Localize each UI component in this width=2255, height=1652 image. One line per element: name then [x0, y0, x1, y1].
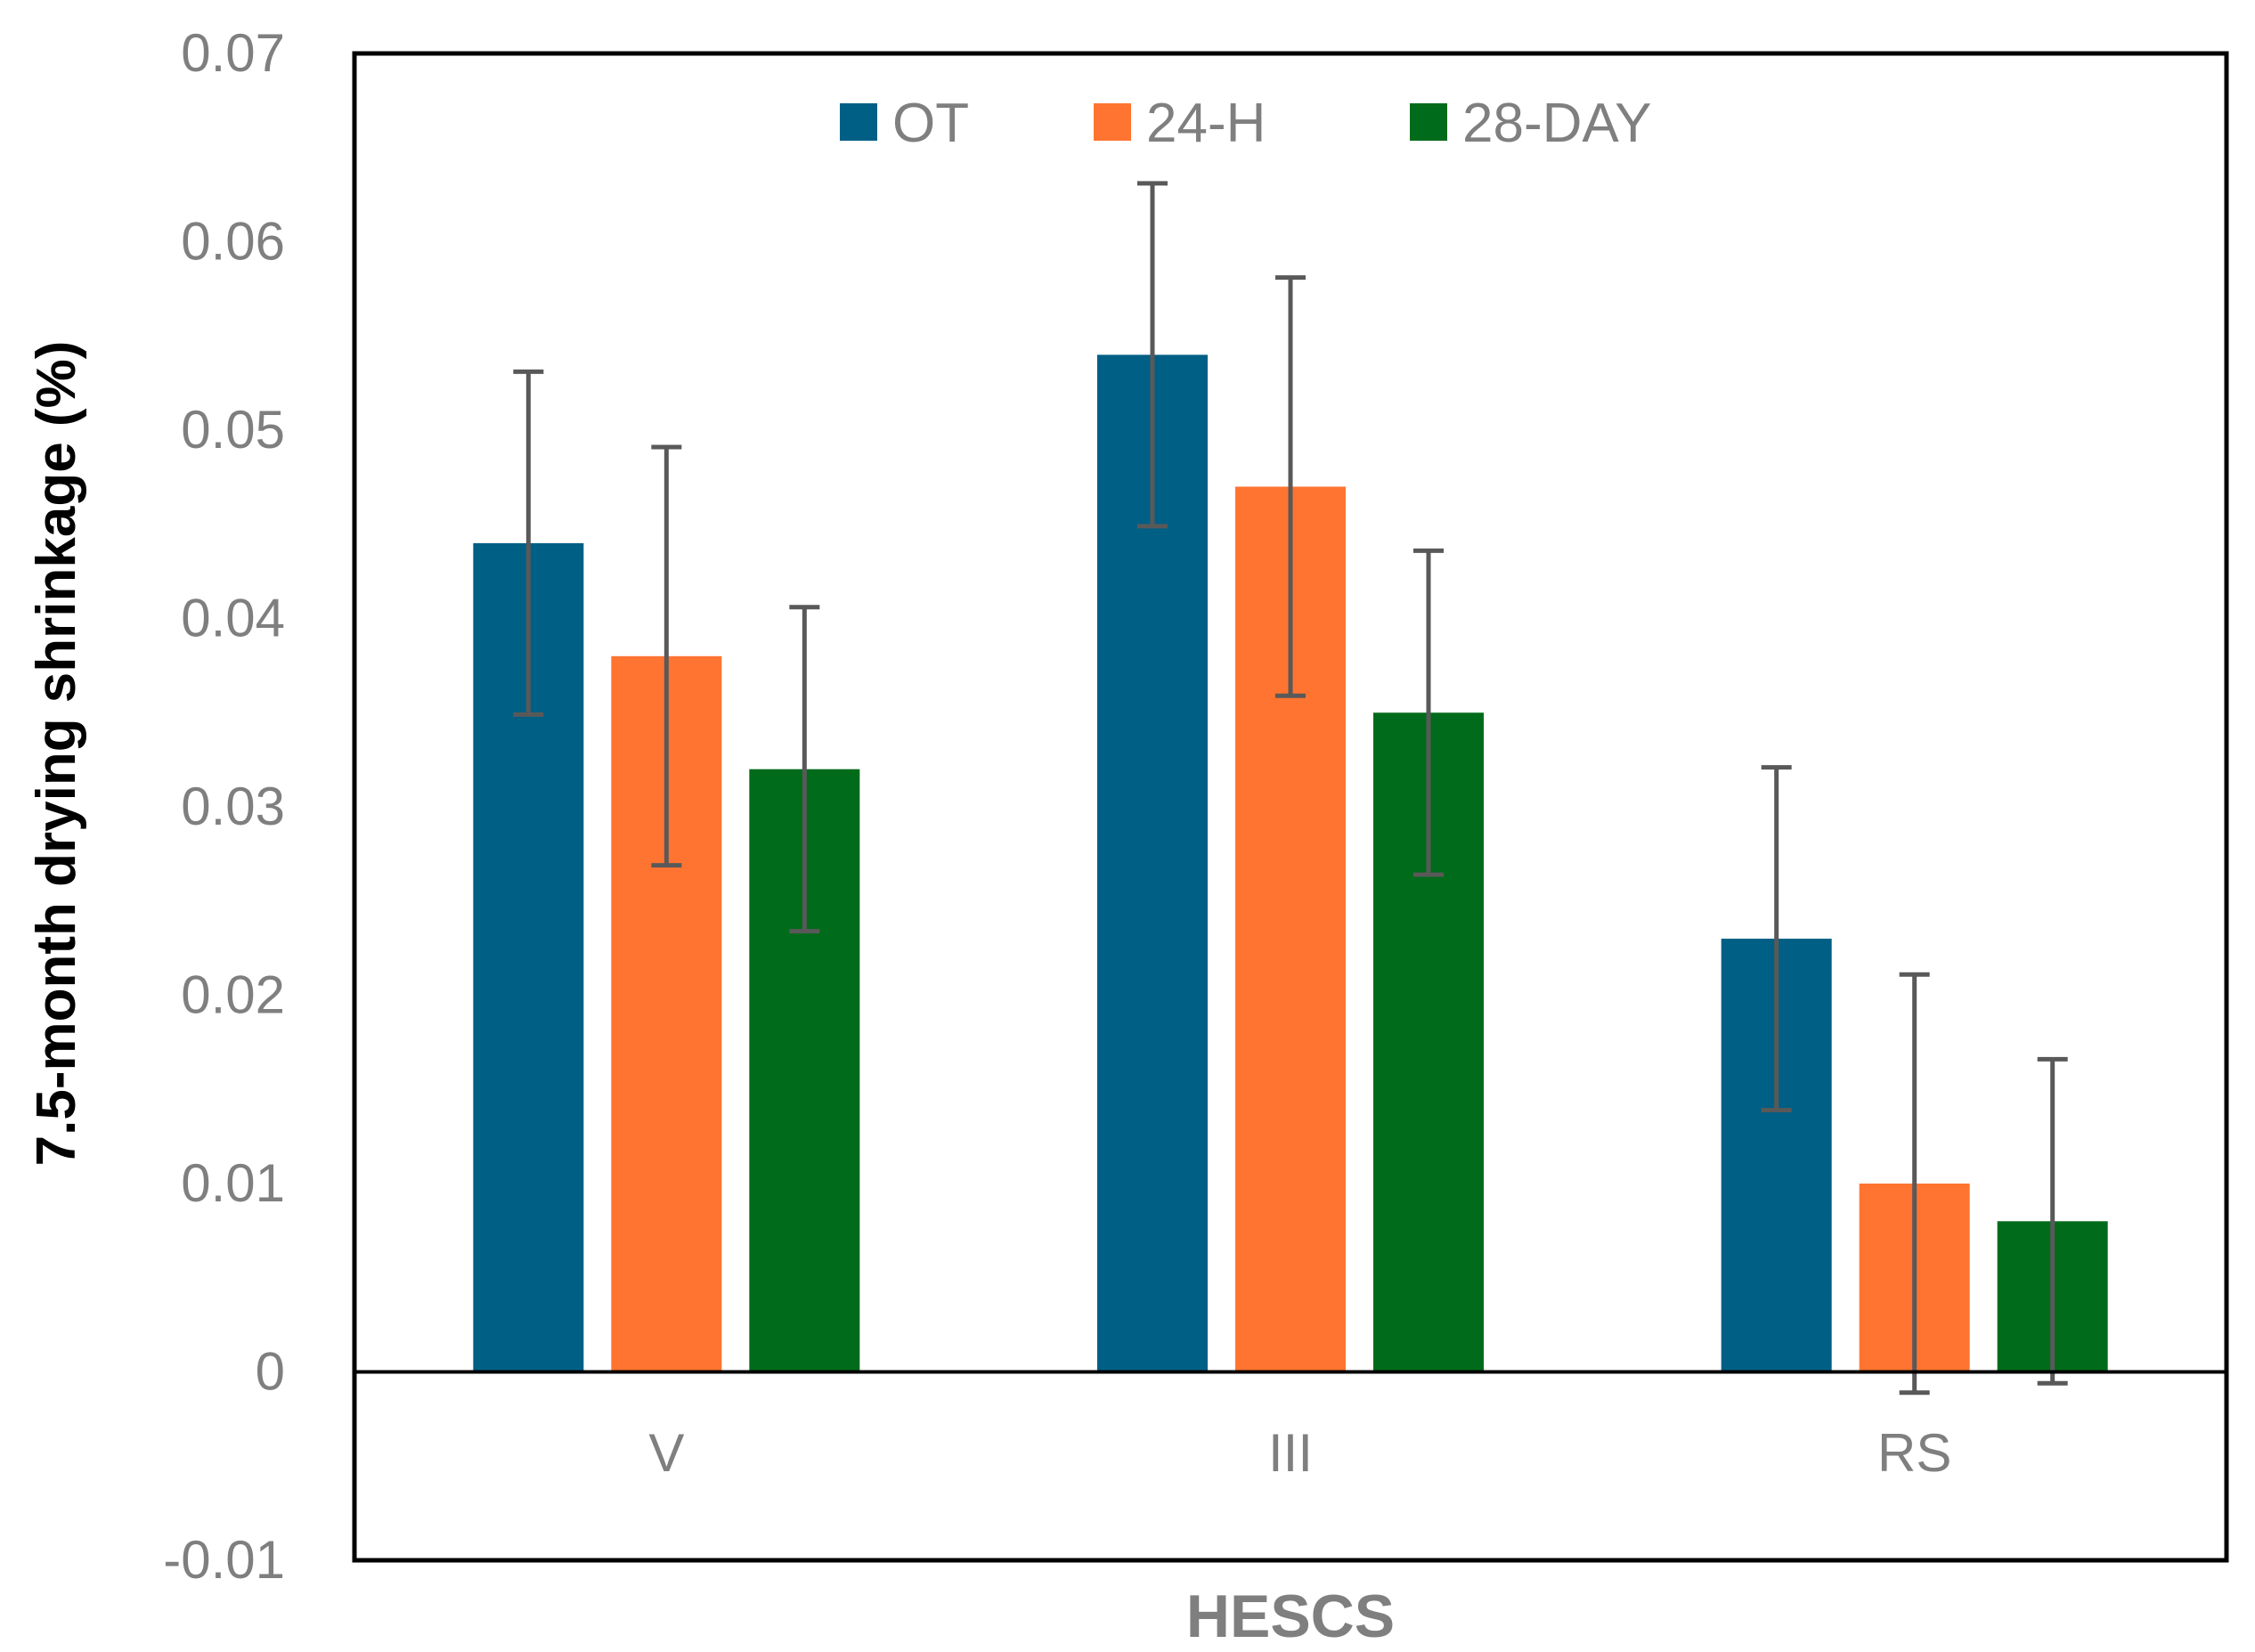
category-labels: V III RS	[648, 1423, 1951, 1483]
y-tick-label: 0.02	[181, 965, 285, 1025]
y-tick-label: -0.01	[163, 1530, 285, 1590]
y-tick-label: 0.06	[181, 212, 285, 272]
plot-area-frame	[352, 51, 2229, 1563]
legend-swatch-28day	[1410, 103, 1447, 141]
y-axis-ticks: 0.07 0.06 0.05 0.04 0.03 0.02 0.01 0 -0.01	[163, 23, 285, 1590]
legend: OT 24-H 28-DAY	[840, 93, 1652, 154]
legend-label-ot: OT	[892, 93, 969, 154]
legend-swatch-24h	[1094, 103, 1131, 141]
error-bars	[513, 181, 2068, 1396]
y-tick-label: 0.07	[181, 23, 285, 83]
x-category-label: RS	[1877, 1423, 1951, 1483]
y-tick-label: 0.04	[181, 589, 285, 648]
error-bar	[1899, 972, 1930, 1396]
y-axis-title: 7.5-month drying shrinkage (%)	[26, 341, 87, 1167]
error-bar	[1761, 765, 1792, 1113]
error-bar	[1413, 548, 1444, 877]
legend-swatch-ot	[840, 103, 877, 141]
y-tick-label: 0.05	[181, 400, 285, 460]
y-tick-label: 0.01	[181, 1153, 285, 1213]
y-tick-label: 0	[256, 1342, 285, 1402]
error-bar	[1137, 181, 1168, 529]
error-bar	[1275, 275, 1306, 698]
error-bar	[513, 369, 544, 717]
x-category-label: V	[648, 1423, 684, 1483]
error-bar	[651, 444, 682, 868]
x-category-label: III	[1268, 1423, 1313, 1483]
y-tick-label: 0.03	[181, 777, 285, 836]
error-bar	[789, 605, 820, 934]
error-bar	[2037, 1056, 2068, 1386]
legend-label-24h: 24-H	[1146, 93, 1266, 154]
legend-label-28day: 28-DAY	[1462, 93, 1652, 154]
x-axis-title: HESCS	[1186, 1583, 1395, 1650]
